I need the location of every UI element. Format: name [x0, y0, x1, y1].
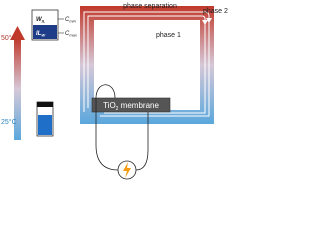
label-part: IL: [42, 19, 46, 24]
temp-high: 50°C: [1, 34, 17, 42]
label-part: 2: [116, 106, 119, 112]
label-part: min: [69, 19, 76, 24]
vial-box: WIL ILW: [31, 9, 64, 41]
label-part: C: [65, 31, 70, 37]
c-min: Cmin: [65, 17, 77, 24]
temperature-bar: [14, 38, 21, 140]
label-part: C: [65, 17, 70, 23]
label-part: max: [69, 33, 78, 38]
phase-1: phase 1: [156, 32, 181, 39]
label-part: W: [36, 17, 43, 23]
membrane-box: [91, 97, 171, 113]
circuit: [95, 84, 149, 180]
temp-low: 25°C: [1, 118, 17, 126]
membrane-label: TiO2 membrane: [103, 101, 159, 112]
beaker: [36, 101, 54, 137]
label-part: TiO: [103, 101, 116, 110]
vial-bottom: ILW: [36, 31, 46, 38]
diagram: 50°C 25°C WIL ILW Cmin Cmax phase separa…: [1, 3, 228, 180]
label-part: W: [41, 33, 46, 38]
label-part: IL: [36, 31, 42, 37]
label-part: membrane: [118, 101, 159, 110]
c-max: Cmax: [65, 31, 78, 38]
phase-2: phase 2: [203, 8, 228, 15]
phase-separation: phase separation: [123, 3, 177, 10]
temperature-arrowhead: [10, 26, 25, 40]
vial-top: WIL: [36, 17, 46, 24]
